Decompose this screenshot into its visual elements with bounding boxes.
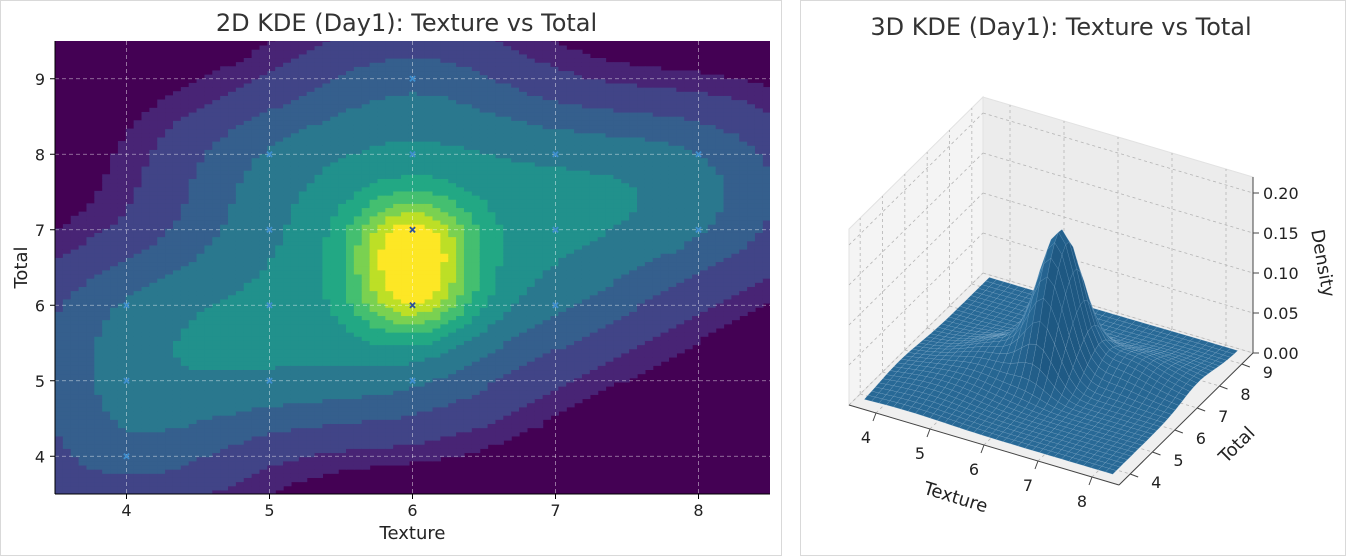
- x-axis-label: Texture: [920, 478, 990, 518]
- y-tick: [1175, 430, 1183, 433]
- x-tick: [981, 445, 984, 453]
- x-axis-label: Texture: [379, 523, 446, 544]
- y-tick: [1220, 386, 1228, 389]
- y-tick-label: 6: [35, 296, 45, 315]
- y-tick-label: 9: [35, 70, 45, 89]
- x-tick-label: 6: [407, 501, 417, 520]
- y-tick-label: 5: [1173, 451, 1183, 470]
- y-tick-label: 8: [35, 145, 45, 164]
- y-axis-label: Total: [1214, 423, 1259, 468]
- y-tick-label: 4: [35, 447, 45, 466]
- y-tick: [1197, 408, 1205, 411]
- x-tick-label: 7: [1023, 476, 1033, 495]
- kde-3d-chart: 3D KDE (Day1): Texture vs Total456784567…: [801, 1, 1345, 555]
- y-tick: [1130, 474, 1138, 477]
- x-tick-label: 4: [861, 428, 871, 447]
- y-tick-label: 5: [35, 372, 45, 391]
- kde-2d-panel: 4 5 6 7 8 4 5 6 7 8 9 Texture Total 2D KDE (Day1): Te…: [0, 0, 782, 556]
- y-tick: [1153, 452, 1161, 455]
- y-tick-label: 6: [1196, 429, 1206, 448]
- x-tick: [1089, 477, 1092, 485]
- x-tick-label: 4: [121, 501, 131, 520]
- z-tick-label: 0.00: [1263, 344, 1299, 363]
- y-tick-label: 7: [1218, 407, 1228, 426]
- x-tick: [1035, 461, 1038, 469]
- y-axis-label: Total: [11, 246, 32, 289]
- z-tick-label: 0.20: [1263, 184, 1299, 203]
- x-tick-label: 6: [969, 460, 979, 479]
- chart-title: 3D KDE (Day1): Texture vs Total: [870, 13, 1251, 41]
- z-axis-label: Density: [1306, 228, 1339, 299]
- x-tick-label: 7: [550, 501, 560, 520]
- y-tick-label: 8: [1240, 385, 1250, 404]
- y-tick-label: 9: [1263, 363, 1273, 382]
- x-tick-label: 8: [693, 501, 703, 520]
- z-tick-label: 0.10: [1263, 264, 1299, 283]
- x-tick-label: 5: [915, 444, 925, 463]
- chart-title: 2D KDE (Day1): Texture vs Total: [216, 9, 597, 37]
- x-tick-label: 8: [1077, 492, 1087, 511]
- z-tick-label: 0.05: [1263, 304, 1299, 323]
- x-tick-label: 5: [264, 501, 274, 520]
- kde-2d-chart: 4 5 6 7 8 4 5 6 7 8 9 Texture Total 2D KDE (Day1): Te…: [1, 1, 781, 555]
- x-tick: [873, 413, 876, 421]
- y-tick-label: 4: [1151, 473, 1161, 492]
- y-tick: [1242, 364, 1250, 367]
- x-tick: [927, 429, 930, 437]
- z-tick-label: 0.15: [1263, 224, 1299, 243]
- y-tick-label: 7: [35, 221, 45, 240]
